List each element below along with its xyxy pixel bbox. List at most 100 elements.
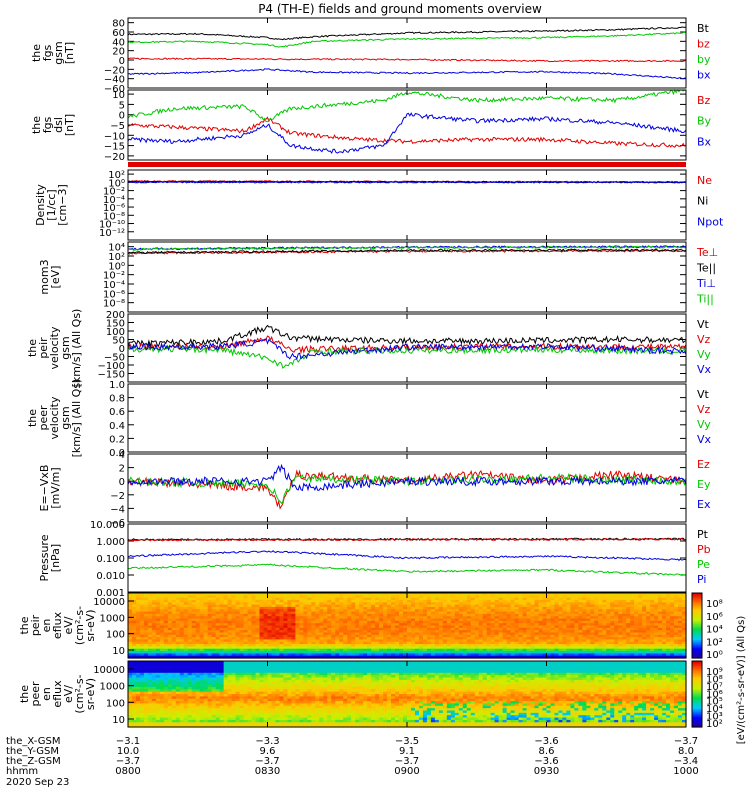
spectrogram-cell — [638, 648, 643, 652]
spectrogram-cell — [303, 609, 308, 613]
spectrogram-cell — [323, 637, 328, 641]
colorbar-label: 10⁰ — [706, 650, 723, 661]
spectrogram-cell — [410, 613, 416, 617]
spectrogram-cell — [654, 630, 659, 634]
spectrogram-cell — [502, 637, 508, 641]
spectrogram-cell — [498, 641, 504, 645]
spectrogram-cell — [666, 602, 671, 606]
spectrogram-cell — [606, 646, 611, 650]
spectrogram-cell — [271, 627, 277, 631]
spectrogram-cell — [355, 655, 360, 659]
spectrogram-cell — [670, 593, 675, 596]
spectrogram-cell — [199, 604, 205, 608]
spectrogram-cell — [303, 606, 308, 610]
spectrogram-cell — [530, 641, 536, 645]
spectrogram-cell — [554, 639, 560, 643]
panel-frame — [127, 383, 687, 453]
spectrogram-cell — [526, 616, 532, 620]
spectrogram-cell — [578, 653, 583, 657]
spectrogram-cell — [379, 616, 384, 620]
spectrogram-cell — [179, 623, 185, 627]
spectrogram-cell — [522, 648, 528, 652]
spectrogram-cell — [143, 703, 149, 707]
spectrogram-cell — [650, 630, 655, 634]
spectrogram-cell — [578, 644, 583, 647]
spectrogram-cell — [514, 599, 520, 603]
spectrogram-cell — [510, 644, 516, 647]
spectrogram-cell — [650, 646, 655, 650]
spectrogram-cell — [610, 611, 615, 615]
spectrogram-cell — [283, 627, 289, 631]
spectrogram-cell — [642, 637, 647, 641]
spectrogram-cell — [215, 675, 221, 679]
spectrogram-cell — [367, 611, 372, 615]
spectrogram-cell — [223, 627, 229, 631]
colorbar-segment — [692, 633, 702, 636]
spectrogram-cell — [682, 602, 687, 606]
spectrogram-cell — [163, 682, 169, 686]
spectrogram-cell — [550, 613, 556, 617]
spectrogram-cell — [243, 609, 249, 613]
spectrogram-cell — [139, 618, 145, 622]
spectrogram-cell — [187, 675, 193, 679]
spectrogram-cell — [347, 623, 352, 627]
spectrogram-cell — [634, 623, 639, 627]
spectrogram-cell — [143, 724, 149, 728]
y-tick-label: −5 — [110, 121, 125, 132]
spectrogram-cell — [514, 655, 520, 659]
spectrogram-cell — [203, 632, 209, 636]
spectrogram-cell — [323, 602, 328, 606]
spectrogram-cell — [359, 623, 364, 627]
spectrogram-cell — [654, 625, 659, 629]
spectrogram-cell — [327, 593, 332, 596]
spectrogram-cell — [558, 599, 564, 603]
spectrogram-cell — [359, 637, 364, 641]
spectrogram-cell — [586, 602, 591, 606]
y-tick-label: 10² — [108, 252, 125, 263]
spectrogram-cell — [231, 593, 237, 596]
spectrogram-cell — [466, 595, 472, 599]
spectrogram-cell — [482, 625, 488, 629]
spectrogram-cell — [586, 648, 591, 652]
spectrogram-cell — [339, 604, 344, 608]
spectrogram-cell — [363, 644, 368, 647]
spectrogram-cell — [211, 694, 217, 697]
spectrogram-cell — [462, 632, 468, 636]
spectrogram-cell — [199, 620, 205, 624]
spectrogram-cell — [227, 630, 233, 634]
spectrogram-cell — [494, 599, 500, 603]
spectrogram-cell — [191, 611, 197, 615]
spectrogram-cell — [538, 651, 544, 654]
spectrogram-cell — [638, 613, 643, 617]
spectrogram-cell — [470, 644, 476, 647]
spectrogram-cell — [395, 653, 400, 657]
spectrogram-cell — [139, 717, 145, 721]
spectrogram-cell — [474, 599, 480, 603]
spectrogram-cell — [299, 639, 304, 643]
spectrogram-cell — [391, 595, 396, 599]
spectrogram-cell — [167, 722, 173, 726]
spectrogram-cell — [622, 646, 627, 650]
spectrogram-cell — [454, 653, 460, 657]
spectrogram-cell — [638, 593, 643, 596]
spectrogram-cell — [363, 625, 368, 629]
spectrogram-cell — [526, 637, 532, 641]
spectrogram-cell — [223, 641, 229, 645]
spectrogram-cell — [199, 696, 205, 700]
spectrogram-cell — [291, 616, 296, 620]
spectrogram-cell — [167, 599, 173, 603]
spectrogram-cell — [139, 677, 145, 681]
spectrogram-cell — [351, 599, 356, 603]
spectrogram-cell — [159, 627, 165, 631]
spectrogram-cell — [570, 625, 575, 629]
spectrogram-cell — [442, 620, 448, 624]
spectrogram-cell — [147, 651, 153, 654]
spectrogram-cell — [586, 595, 591, 599]
spectrogram-cell — [143, 641, 149, 645]
spectrogram-cell — [139, 719, 145, 723]
spectrogram-cell — [391, 604, 396, 608]
spectrogram-cell — [546, 604, 552, 608]
spectrogram-cell — [147, 717, 153, 721]
spectrogram-cell — [163, 641, 169, 645]
spectrogram-cell — [462, 616, 468, 620]
